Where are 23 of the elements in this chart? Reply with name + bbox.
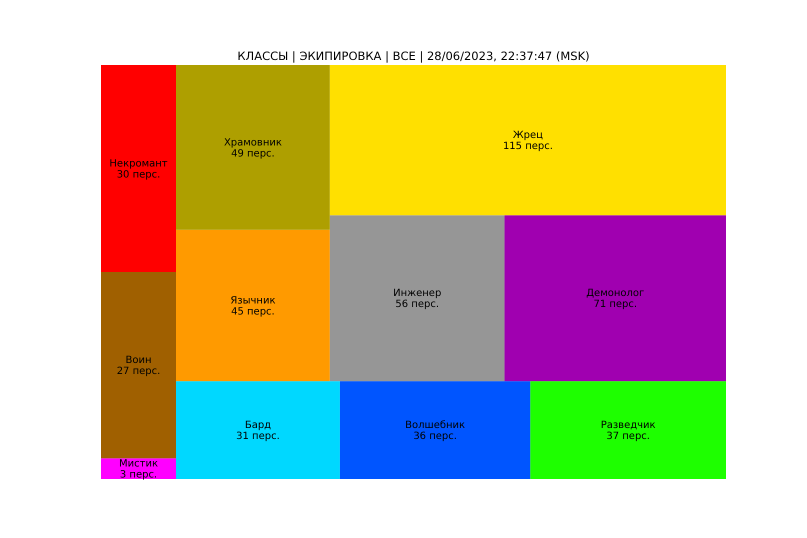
category-label: Разведчик: [600, 420, 656, 432]
category-label: Инженер: [393, 288, 442, 300]
category-label: Волшебник: [405, 420, 466, 432]
data-label: 31 перс.: [236, 431, 280, 442]
category-label: Храмовник: [224, 137, 282, 148]
data-label: 36 перс.: [413, 431, 457, 442]
data-label: 30 перс.: [116, 170, 160, 180]
data-label: 115 перс.: [502, 141, 553, 152]
data-label: 45 перс.: [231, 306, 275, 318]
data-label: 71 перс.: [593, 299, 638, 310]
category-label: Мистик: [119, 458, 158, 470]
data-label: 27 перс.: [116, 366, 160, 378]
category-label: Бард: [244, 420, 272, 432]
text: КЛАССЫ | ЭКИПИРОВКА | ВСЕ | 28/06/2023, 22:37:47 (MSK): [237, 49, 590, 63]
data-label: 49 перс.: [231, 148, 275, 160]
data-label: 37 перс.: [606, 431, 650, 442]
data-label: 3 перс.: [120, 470, 158, 481]
data-label: 56 перс.: [395, 299, 440, 310]
category-label: Демонолог: [586, 288, 644, 300]
category-label: Некромант: [109, 158, 168, 170]
category-label: Воин: [125, 355, 152, 366]
category-label: Жрец: [512, 130, 544, 142]
category-label: Язычник: [230, 295, 276, 306]
